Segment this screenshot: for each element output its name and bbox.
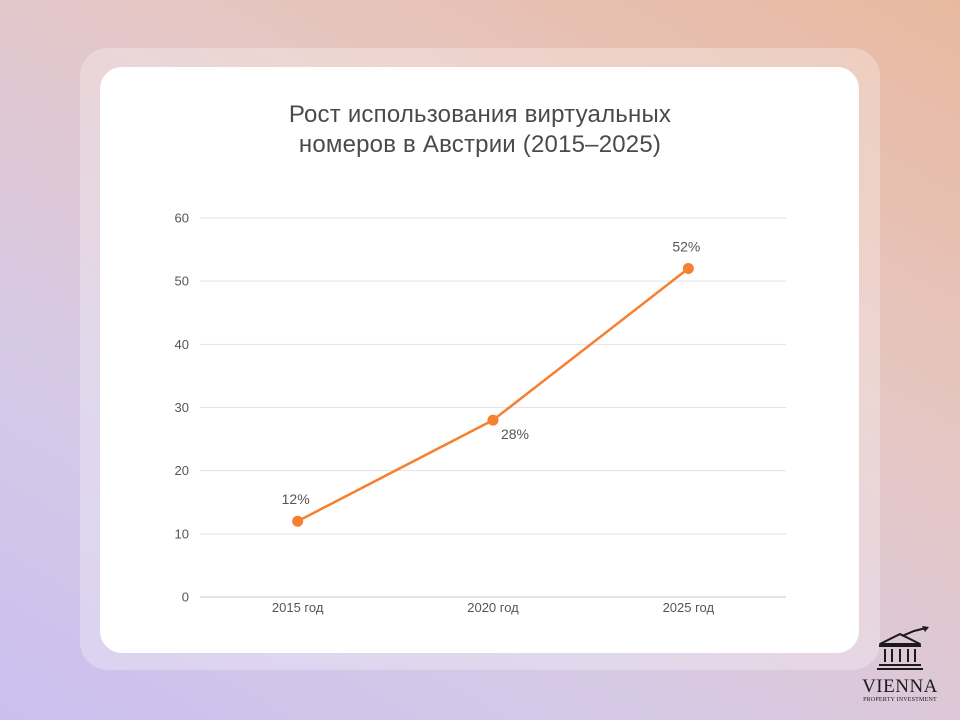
y-tick-label: 10 xyxy=(175,526,189,541)
building-growth-icon xyxy=(877,626,929,670)
data-point xyxy=(487,414,499,426)
data-labels: 12% 28% 52% xyxy=(282,239,701,508)
x-tick-labels: 2015 год 2020 год 2025 год xyxy=(272,600,715,615)
y-tick-label: 60 xyxy=(175,211,189,226)
y-tick-label: 0 xyxy=(182,590,189,605)
x-tick-label: 2015 год xyxy=(272,600,324,615)
logo-subtitle: PROPERTY INVESTMENT xyxy=(863,697,937,703)
vienna-logo: VIENNA PROPERTY INVESTMENT xyxy=(858,626,942,706)
data-label: 28% xyxy=(501,426,529,442)
series-line xyxy=(296,267,690,523)
data-point xyxy=(292,515,304,527)
y-tick-label: 50 xyxy=(175,274,189,289)
grid-lines xyxy=(200,217,786,598)
y-tick-label: 40 xyxy=(175,337,189,352)
data-label: 12% xyxy=(282,491,310,507)
x-tick-label: 2025 год xyxy=(663,600,715,615)
chart-card xyxy=(100,67,859,653)
data-point xyxy=(682,263,694,275)
x-tick-label: 2020 год xyxy=(467,600,519,615)
data-label: 52% xyxy=(672,239,700,255)
chart-title-line-1: Рост использования виртуальных xyxy=(288,101,672,128)
logo-name: VIENNA xyxy=(862,676,938,697)
y-tick-label: 20 xyxy=(175,463,189,478)
chart-title-line-2: номеров в Австрии (2015–2025) xyxy=(298,131,662,158)
series-group xyxy=(292,263,694,527)
y-tick-labels: 0 10 20 30 40 50 60 xyxy=(175,211,189,605)
y-tick-label: 30 xyxy=(175,400,189,415)
chart-title: Рост использования виртуальных номеров в… xyxy=(0,100,960,160)
